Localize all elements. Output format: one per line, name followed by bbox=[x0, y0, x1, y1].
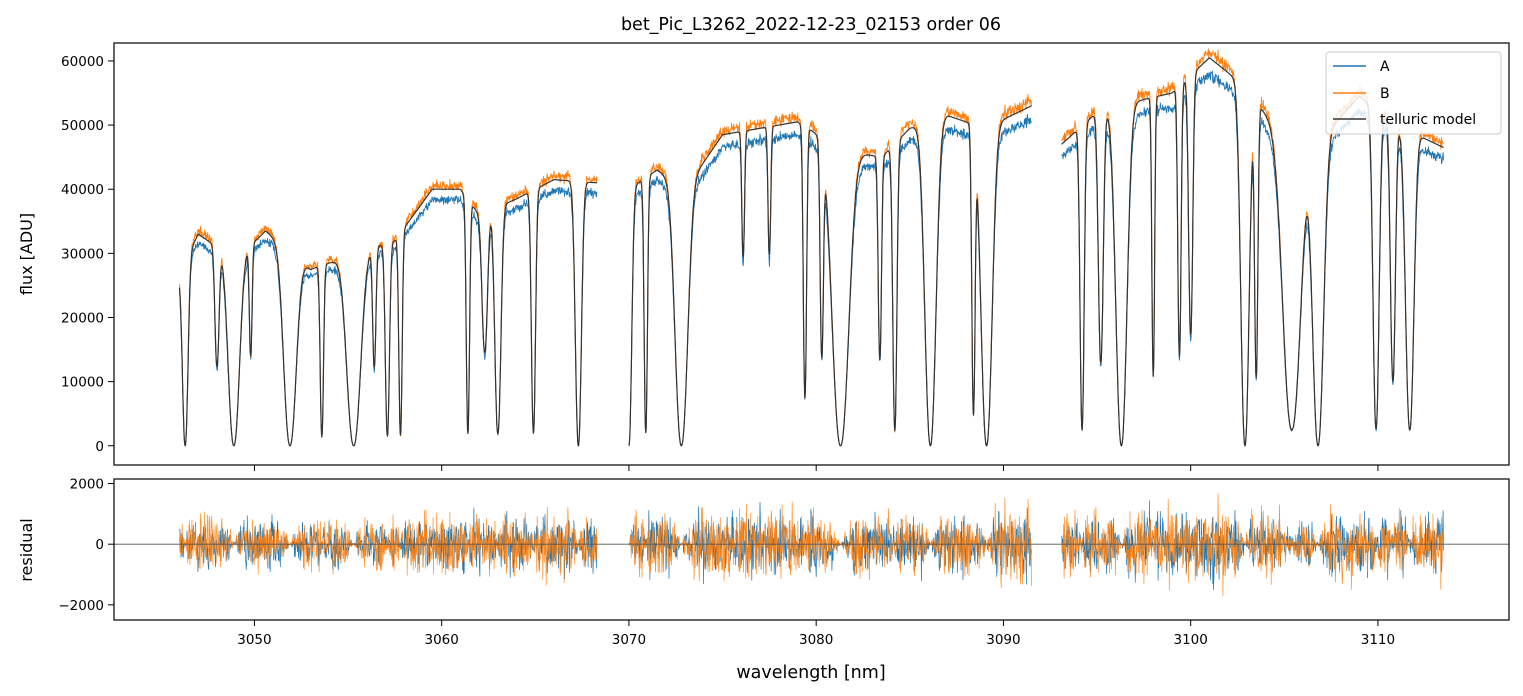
legend: A B telluric model bbox=[1325, 51, 1502, 135]
top-ytick-label: 20000 bbox=[61, 310, 104, 326]
top-axes-frame bbox=[113, 42, 1510, 466]
bottom-y-ticks: −2000 0 2000 bbox=[58, 477, 114, 614]
bottom-xtick-label: 3050 bbox=[237, 632, 271, 648]
chart-title: bet_Pic_L3262_2022-12-23_02153 order 06 bbox=[621, 15, 1001, 35]
top-ytick-label: 60000 bbox=[61, 54, 104, 70]
bottom-ylabel: residual bbox=[17, 518, 36, 581]
telluric-model-line bbox=[1061, 57, 1444, 447]
residual-b-line bbox=[628, 497, 1032, 589]
legend-box bbox=[1325, 51, 1502, 135]
bottom-xtick-label: 3080 bbox=[799, 632, 833, 648]
bottom-xtick-label: 3100 bbox=[1173, 632, 1207, 648]
bottom-ytick-label: 0 bbox=[95, 537, 104, 553]
top-y-ticks: 0 10000 20000 30000 40000 50000 60000 bbox=[61, 54, 114, 455]
top-ylabel: flux [ADU] bbox=[17, 213, 36, 295]
top-x-ticks bbox=[253, 465, 1379, 471]
bottom-xtick-label: 3070 bbox=[612, 632, 646, 648]
top-ytick-label: 40000 bbox=[61, 182, 104, 198]
bottom-ytick-label: 2000 bbox=[70, 477, 104, 493]
top-ytick-label: 10000 bbox=[61, 375, 104, 391]
bottom-xtick-label: 3090 bbox=[986, 632, 1020, 648]
top-ytick-label: 50000 bbox=[61, 118, 104, 134]
bottom-ytick-label: −2000 bbox=[58, 598, 104, 614]
top-ytick-label: 30000 bbox=[61, 246, 104, 262]
top-plot-area bbox=[178, 48, 1444, 447]
bottom-xlabel: wavelength [nm] bbox=[736, 663, 885, 683]
bottom-xtick-label: 3110 bbox=[1361, 632, 1395, 648]
residual-b-line bbox=[1061, 493, 1444, 597]
bottom-x-ticks: 3050 3060 3070 3080 3090 3100 3110 bbox=[237, 620, 1395, 648]
bottom-axes-frame bbox=[113, 478, 1510, 621]
top-ytick-label: 0 bbox=[95, 439, 104, 455]
bottom-plot-area bbox=[114, 493, 1509, 597]
legend-label-b: B bbox=[1380, 86, 1390, 102]
legend-label-a: A bbox=[1380, 59, 1390, 75]
telluric-model-line bbox=[628, 105, 1032, 447]
telluric-model-line bbox=[178, 179, 598, 447]
residual-b-line bbox=[179, 506, 598, 586]
bottom-xtick-label: 3060 bbox=[425, 632, 459, 648]
legend-label-model: telluric model bbox=[1380, 112, 1476, 128]
